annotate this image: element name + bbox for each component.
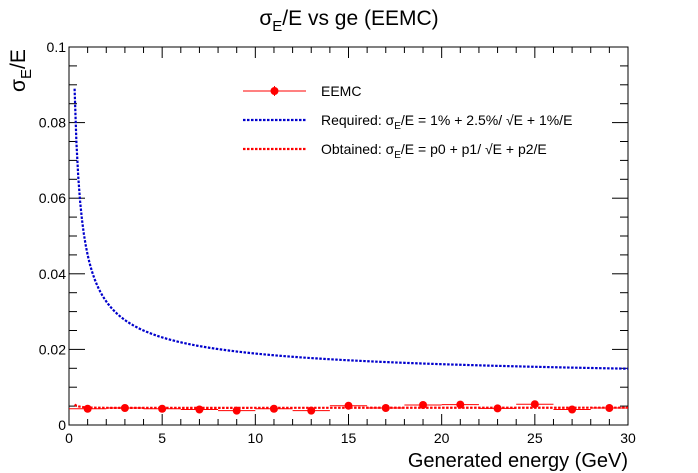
data-point: [367, 403, 405, 412]
series-line-required: [73, 88, 629, 370]
data-point: [255, 404, 293, 413]
y-tick-label: 0.02: [39, 341, 66, 357]
series-layer: [69, 88, 629, 415]
data-point: [106, 403, 144, 412]
legend-label: Required: σE/E = 1% + 2.5%/ √E + 1%/E: [321, 112, 572, 132]
x-tick-label: 0: [65, 430, 73, 446]
data-point: [143, 404, 181, 413]
x-tick-label: 10: [248, 430, 264, 446]
marker: [307, 406, 316, 415]
y-tick-label: 0.04: [39, 266, 66, 282]
y-axis-label: σE/E: [7, 49, 35, 92]
y-tick-label: 0.08: [39, 115, 66, 131]
marker: [456, 400, 465, 409]
marker: [568, 405, 577, 414]
marker: [530, 400, 539, 409]
data-point: [218, 406, 256, 415]
marker: [158, 404, 167, 413]
x-tick-label: 30: [620, 430, 636, 446]
plot-frame: [68, 46, 629, 426]
data-point: [329, 401, 368, 410]
data-point: [404, 400, 442, 409]
marker: [269, 404, 278, 413]
legend-marker: [270, 87, 279, 95]
y-axis: 0 0.02 0.04 0.06 0.08 0.1: [39, 39, 628, 433]
legend-entry-obtained: Obtained: σE/E = p0 + p1/ √E + p2/E: [243, 141, 547, 161]
x-tick-label: 20: [434, 430, 450, 446]
legend-label: Obtained: σE/E = p0 + p1/ √E + p2/E: [321, 141, 547, 161]
marker: [419, 400, 428, 409]
x-tick-label: 25: [527, 430, 543, 446]
marker: [195, 405, 204, 414]
data-point: [180, 405, 219, 414]
data-point: [553, 405, 591, 414]
marker: [605, 403, 614, 412]
legend-entry-required: Required: σE/E = 1% + 2.5%/ √E + 1%/E: [243, 112, 572, 132]
x-tick-label: 15: [341, 430, 357, 446]
x-axis: 0 5 10 15 20 25 30: [65, 47, 636, 446]
legend-entry-eemc: EEMC: [243, 83, 361, 99]
data-point: [69, 404, 107, 413]
marker: [493, 404, 502, 413]
y-tick-label: 0.1: [47, 39, 67, 55]
data-point: [516, 400, 554, 409]
marker: [83, 404, 92, 413]
marker: [232, 406, 241, 415]
x-axis-label: Generated energy (GeV): [408, 450, 628, 472]
marker: [381, 403, 390, 412]
legend: EEMC Required: σE/E = 1% + 2.5%/ √E + 1%/…: [243, 83, 572, 161]
data-point: [441, 400, 479, 409]
marker: [120, 403, 129, 412]
legend-label: EEMC: [321, 83, 361, 99]
y-tick-label: 0.06: [39, 190, 66, 206]
data-point: [292, 406, 330, 415]
data-point: [590, 403, 628, 412]
y-tick-label: 0: [58, 417, 66, 433]
marker: [344, 401, 353, 410]
data-point: [478, 404, 517, 413]
x-tick-label: 5: [158, 430, 166, 446]
chart-title: σE/E vs ge (EEMC): [259, 7, 438, 35]
